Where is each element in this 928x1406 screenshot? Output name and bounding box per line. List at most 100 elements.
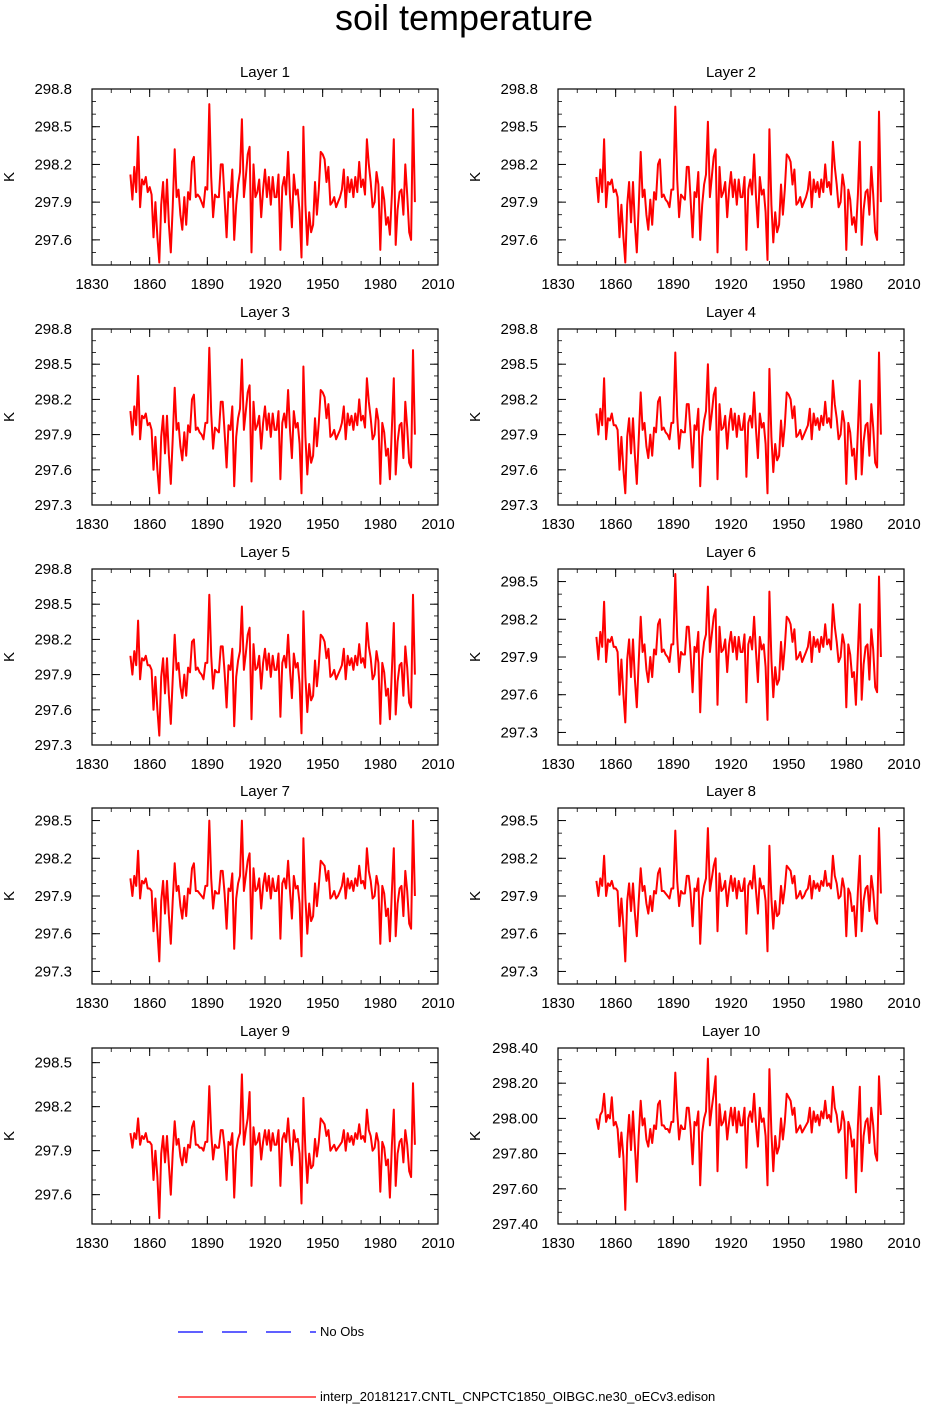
y-tick-label: 297.6 <box>34 1187 72 1204</box>
y-tick-label: 297.3 <box>500 724 538 741</box>
panel-4: Layer 4 K 1830 1860 1890 1920 1950 1980 2010 297.… <box>467 304 921 533</box>
x-tick-label: 1950 <box>772 995 805 1012</box>
y-axis-label: K <box>1 412 18 422</box>
y-tick-label: 297.3 <box>500 497 538 514</box>
x-tick-label: 1890 <box>657 756 690 773</box>
x-tick-label: 2010 <box>421 516 454 533</box>
page-title: soil temperature <box>334 0 594 38</box>
x-tick-label: 1920 <box>248 516 281 533</box>
y-axis-label: K <box>1 1131 18 1141</box>
x-tick-label: 1980 <box>364 995 397 1012</box>
plot-frame <box>91 807 439 985</box>
y-tick-label: 298.8 <box>500 81 538 98</box>
y-tick-label: 298.2 <box>34 1099 72 1116</box>
y-tick-label: 297.9 <box>500 427 538 444</box>
panel-6: Layer 6 K 1830 1860 1890 1920 1950 1980 2010 297.… <box>467 544 921 773</box>
x-tick-label: 1860 <box>133 516 166 533</box>
series-line <box>129 819 416 963</box>
y-tick-label: 297.3 <box>500 963 538 980</box>
x-tick-label: 1950 <box>306 756 339 773</box>
x-tick-label: 1980 <box>830 1235 863 1252</box>
x-tick-label: 1830 <box>75 756 108 773</box>
x-tick-label: 1860 <box>133 756 166 773</box>
y-tick-label: 298.2 <box>34 391 72 408</box>
y-tick-label: 297.6 <box>500 232 538 249</box>
y-tick-label: 297.80 <box>492 1146 538 1163</box>
x-tick-label: 1920 <box>248 1235 281 1252</box>
x-tick-label: 1980 <box>830 516 863 533</box>
y-tick-label: 297.9 <box>34 194 72 211</box>
x-tick-label: 1920 <box>714 276 747 293</box>
x-tick-label: 1830 <box>541 516 574 533</box>
y-axis-label: K <box>1 652 18 662</box>
panel-title: Layer 3 <box>240 304 290 321</box>
y-tick-label: 297.6 <box>500 687 538 704</box>
y-tick-label: 297.3 <box>34 737 72 754</box>
x-tick-label: 1950 <box>772 1235 805 1252</box>
panel-8: Layer 8 K 1830 1860 1890 1920 1950 1980 2010 297.… <box>467 783 921 1012</box>
y-tick-label: 297.9 <box>34 1143 72 1160</box>
x-tick-label: 1920 <box>714 995 747 1012</box>
y-tick-label: 298.8 <box>34 561 72 578</box>
x-tick-label: 1830 <box>75 1235 108 1252</box>
x-tick-label: 1980 <box>364 756 397 773</box>
y-tick-label: 298.2 <box>500 611 538 628</box>
x-tick-label: 1860 <box>599 1235 632 1252</box>
series-line <box>595 827 882 963</box>
x-tick-label: 2010 <box>887 756 920 773</box>
x-tick-label: 1950 <box>306 516 339 533</box>
y-tick-label: 297.6 <box>34 702 72 719</box>
series-line <box>595 573 882 724</box>
y-tick-label: 298.8 <box>500 321 538 338</box>
panel-title: Layer 5 <box>240 544 290 561</box>
x-tick-label: 1980 <box>364 516 397 533</box>
x-tick-label: 1950 <box>306 995 339 1012</box>
y-tick-label: 297.3 <box>34 963 72 980</box>
x-tick-label: 2010 <box>887 1235 920 1252</box>
y-tick-label: 297.3 <box>34 497 72 514</box>
y-tick-label: 297.9 <box>500 194 538 211</box>
plot-frame <box>557 1047 905 1225</box>
x-tick-label: 2010 <box>421 276 454 293</box>
series-line <box>129 346 416 495</box>
y-tick-label: 298.5 <box>34 596 72 613</box>
series-line <box>129 103 416 264</box>
x-tick-label: 1830 <box>541 276 574 293</box>
panel-5: Layer 5 K 1830 1860 1890 1920 1950 1980 2010 297.… <box>1 544 455 773</box>
y-tick-label: 298.5 <box>500 574 538 591</box>
y-tick-label: 297.9 <box>34 888 72 905</box>
y-axis-label: K <box>467 1131 484 1141</box>
x-tick-label: 1830 <box>541 756 574 773</box>
x-tick-label: 1860 <box>133 995 166 1012</box>
y-tick-label: 298.2 <box>500 850 538 867</box>
x-tick-label: 1860 <box>133 1235 166 1252</box>
x-tick-label: 1920 <box>714 756 747 773</box>
series-line <box>595 351 882 495</box>
panel-3: Layer 3 K 1830 1860 1890 1920 1950 1980 2010 297.… <box>1 304 455 533</box>
panel-title: Layer 6 <box>706 544 756 561</box>
panel-title: Layer 7 <box>240 783 290 800</box>
y-tick-label: 297.9 <box>34 427 72 444</box>
y-tick-label: 297.9 <box>500 888 538 905</box>
x-tick-label: 1980 <box>364 1235 397 1252</box>
y-tick-label: 298.2 <box>500 391 538 408</box>
y-tick-label: 298.2 <box>34 631 72 648</box>
panel-10: Layer 10 K 1830 1860 1890 1920 1950 1980 2010 297… <box>467 1023 921 1252</box>
x-tick-label: 2010 <box>887 516 920 533</box>
legend-label-series: interp_20181217.CNTL_CNPCTC1850_OIBGC.ne… <box>320 1389 716 1404</box>
x-tick-label: 2010 <box>887 995 920 1012</box>
panel-title: Layer 9 <box>240 1023 290 1040</box>
x-tick-label: 1920 <box>714 516 747 533</box>
panel-2: Layer 2 K 1830 1860 1890 1920 1950 1980 2010 297.… <box>467 64 921 293</box>
series-line <box>129 1073 416 1220</box>
x-tick-label: 1980 <box>830 756 863 773</box>
panel-title: Layer 2 <box>706 64 756 81</box>
panel-title: Layer 8 <box>706 783 756 800</box>
x-tick-label: 1920 <box>248 756 281 773</box>
series-line <box>595 105 882 264</box>
y-tick-label: 298.5 <box>34 356 72 373</box>
x-tick-label: 1950 <box>772 516 805 533</box>
x-tick-label: 1860 <box>599 276 632 293</box>
x-tick-label: 1860 <box>599 756 632 773</box>
y-tick-label: 298.8 <box>34 321 72 338</box>
